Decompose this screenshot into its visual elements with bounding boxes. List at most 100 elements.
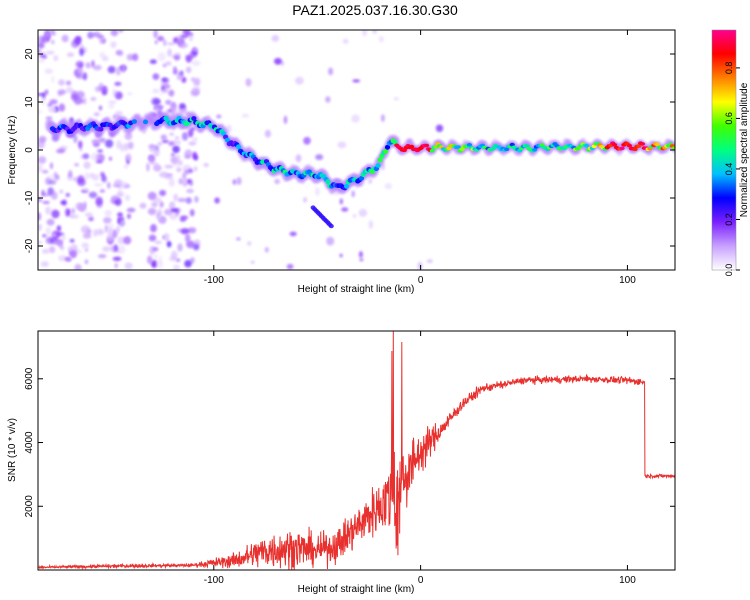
- heatmap-noise-blob: [189, 33, 193, 42]
- snr-y-ticks: 2000 4000 6000: [24, 367, 675, 517]
- heatmap-noise-blob: [107, 65, 116, 74]
- heatmap-ridge-cell: [325, 179, 331, 185]
- heatmap-noise-blob: [147, 207, 157, 216]
- heatmap-noise-blob: [264, 129, 271, 138]
- heatmap-noise-blob: [65, 80, 72, 86]
- heatmap-noise-blob: [66, 52, 75, 57]
- heatmap-noise-blob: [48, 179, 57, 185]
- heatmap-noise-blob: [149, 59, 157, 64]
- heatmap-noise-blob: [38, 42, 45, 49]
- heatmap-noise-blob: [126, 53, 134, 61]
- heatmap-noise-blob: [105, 139, 114, 148]
- heatmap-ridge-cell: [424, 143, 430, 148]
- heatmap-noise-blob: [127, 141, 134, 150]
- snr-x-ticks: -100 0 100: [204, 331, 636, 586]
- heatmap-noise-blob: [98, 82, 104, 92]
- heatmap-noise-blob: [236, 177, 242, 186]
- heatmap-noise-blob: [358, 208, 368, 217]
- heatmap-noise-blob: [180, 215, 189, 220]
- heatmap-ridge-cell: [619, 146, 625, 151]
- heatmap-noise-blob: [44, 89, 49, 95]
- heatmap-noise-blob: [78, 140, 83, 149]
- heatmap-x-tick-label: -100: [204, 275, 224, 286]
- heatmap-noise-blob: [187, 179, 191, 184]
- heatmap-noise-blob: [393, 97, 399, 101]
- heatmap-noise-blob: [42, 55, 48, 59]
- snr-x-tick-label: -100: [204, 575, 224, 586]
- heatmap-noise-blob: [38, 223, 42, 231]
- heatmap-noise-blob: [368, 178, 373, 184]
- heatmap-noise-blob: [72, 214, 79, 219]
- heatmap-noise-blob: [68, 169, 73, 178]
- heatmap-noise-blob: [185, 55, 192, 63]
- heatmap-noise-blob: [44, 68, 53, 74]
- heatmap-noise-blob: [84, 248, 89, 252]
- heatmap-noise-blob: [93, 112, 100, 117]
- heatmap-noise-blob: [94, 183, 103, 187]
- heatmap-ridge-cell: [654, 142, 661, 147]
- heatmap-noise-blob: [41, 97, 46, 105]
- heatmap-noise-blob: [379, 36, 384, 43]
- heatmap-noise-blob: [185, 66, 192, 74]
- heatmap-noise-blob: [87, 32, 95, 39]
- heatmap-x-tick-label: 100: [619, 275, 636, 286]
- heatmap-noise-blob: [352, 79, 361, 83]
- heatmap-noise-blob: [103, 217, 112, 224]
- heatmap-noise-blob: [50, 32, 56, 36]
- heatmap-ridge-cell: [671, 146, 675, 150]
- heatmap-noise-blob: [339, 198, 343, 205]
- heatmap-noise-blob: [164, 175, 173, 180]
- heatmap-noise-blob: [148, 234, 157, 242]
- heatmap-noise-blob: [83, 161, 91, 169]
- heatmap-noise-blob: [60, 200, 67, 205]
- heatmap-noise-blob: [114, 263, 118, 269]
- heatmap-noise-blob: [384, 183, 392, 190]
- heatmap-noise-blob: [41, 248, 50, 254]
- heatmap-noise-blob: [178, 178, 183, 185]
- heatmap-noise-blob: [182, 30, 191, 36]
- heatmap-noise-blob: [73, 96, 83, 105]
- heatmap-noise-blob: [165, 99, 172, 105]
- heatmap-noise-blob: [241, 113, 250, 118]
- heatmap-noise-blob: [46, 50, 55, 55]
- snr-y-tick-label: 6000: [24, 367, 35, 390]
- heatmap-noise-blob: [74, 263, 82, 270]
- heatmap-noise-blob: [186, 188, 194, 194]
- heatmap-noise-blob: [168, 109, 172, 113]
- heatmap-noise-blob: [95, 160, 103, 164]
- heatmap-noise-blob: [38, 136, 47, 143]
- heatmap-noise-blob: [97, 149, 103, 153]
- heatmap-noise-blob: [151, 201, 158, 208]
- heatmap-noise-blob: [110, 30, 119, 37]
- heatmap-noise-blob: [232, 179, 237, 185]
- heatmap-noise-blob: [166, 241, 172, 248]
- heatmap-noise-blob: [139, 202, 147, 209]
- heatmap-noise-blob: [337, 141, 347, 149]
- heatmap-noise-blob: [303, 197, 308, 203]
- heatmap-noise-blob: [116, 140, 122, 150]
- heatmap-ridge-cell: [377, 157, 383, 163]
- snr-series-line: [38, 331, 675, 570]
- heatmap-noise-blob: [172, 68, 178, 75]
- heatmap-noise-blob: [166, 173, 173, 177]
- heatmap-noise-blob: [426, 259, 433, 264]
- heatmap-noise-blob: [274, 57, 282, 65]
- heatmap-noise-blob: [173, 37, 178, 44]
- heatmap-noise-blob: [180, 108, 185, 112]
- heatmap-noise-blob: [165, 61, 172, 66]
- heatmap-noise-blob: [38, 57, 45, 64]
- heatmap-noise-blob: [180, 34, 189, 39]
- heatmap-noise-blob: [112, 89, 118, 97]
- heatmap-noise-blob: [76, 90, 85, 99]
- heatmap-noise-blob: [38, 156, 47, 164]
- heatmap-noise-blob: [168, 89, 175, 97]
- heatmap-noise-blob: [82, 72, 88, 81]
- colorbar-frame: [711, 29, 737, 271]
- heatmap-y-tick-label: 20: [24, 48, 35, 60]
- heatmap-noise-blob: [78, 203, 86, 212]
- heatmap-noise-blob: [111, 195, 120, 201]
- heatmap-ridge-cell: [509, 142, 515, 147]
- heatmap-noise-blob: [97, 34, 104, 39]
- heatmap-noise-blob: [91, 60, 95, 68]
- heatmap-noise-blob: [112, 183, 122, 188]
